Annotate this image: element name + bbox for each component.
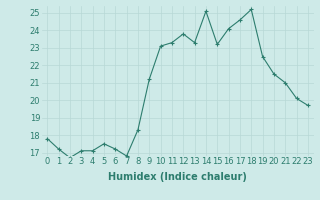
X-axis label: Humidex (Indice chaleur): Humidex (Indice chaleur) (108, 172, 247, 182)
